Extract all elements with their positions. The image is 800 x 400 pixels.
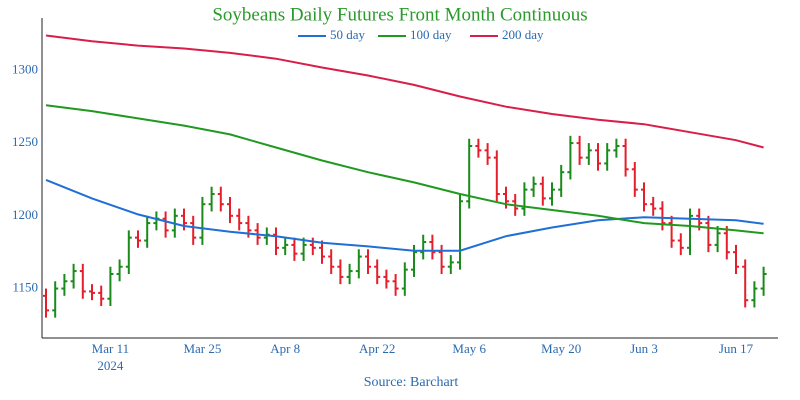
x-tick-label: Jun 3 xyxy=(630,341,658,356)
ma-line xyxy=(45,104,764,235)
ma-line xyxy=(45,178,764,252)
legend-label: 200 day xyxy=(502,27,544,42)
x-tick-label: Jun 17 xyxy=(719,341,754,356)
x-year-label: 2024 xyxy=(97,358,124,373)
y-tick-label: 1200 xyxy=(12,207,38,222)
y-tick-label: 1300 xyxy=(12,61,38,76)
chart-title: Soybeans Daily Futures Front Month Conti… xyxy=(212,4,587,25)
x-tick-label: Apr 22 xyxy=(359,341,395,356)
source: Source: Barchart xyxy=(364,375,459,390)
y-tick-label: 1250 xyxy=(12,134,38,149)
legend-label: 100 day xyxy=(410,27,452,42)
x-tick-label: May 6 xyxy=(452,341,486,356)
y-tick-label: 1150 xyxy=(12,280,38,295)
legend-label: 50 day xyxy=(330,27,366,42)
x-tick-label: May 20 xyxy=(541,341,581,356)
ma-line xyxy=(45,34,764,149)
x-tick-label: Mar 11 xyxy=(92,341,129,356)
x-tick-label: Mar 25 xyxy=(183,341,221,356)
x-tick-label: Apr 8 xyxy=(270,341,300,356)
